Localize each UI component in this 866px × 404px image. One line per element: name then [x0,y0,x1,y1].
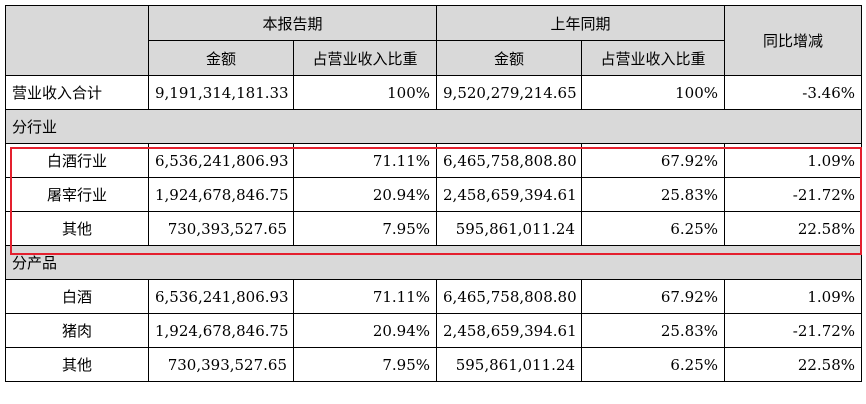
section-row-industry: 分行业 [4,109,863,144]
table-row: 其他 730,393,527.65 7.95% 595,861,011.24 6… [5,347,863,382]
header-corner-cell [5,5,149,76]
table-row: 白酒行业 6,536,241,806.93 71.11% 6,465,758,8… [5,143,863,178]
row-prior-share: 6.25% [581,211,726,246]
header-yoy-change: 同比增减 [724,5,863,76]
total-prior-share: 100% [581,75,726,110]
total-current-amount: 9,191,314,181.33 [148,75,294,110]
header-current-share: 占营业收入比重 [292,40,438,76]
row-prior-amount: 2,458,659,394.61 [436,313,583,348]
row-label: 白酒 [5,279,149,314]
row-label: 白酒行业 [5,143,149,178]
row-current-share: 20.94% [292,177,438,212]
row-current-amount: 1,924,678,846.75 [148,313,294,348]
row-current-share: 71.11% [292,143,438,178]
row-current-amount: 6,536,241,806.93 [148,143,294,178]
row-change: 1.09% [724,279,863,314]
row-current-share: 71.11% [292,279,438,314]
row-label: 猪肉 [5,313,149,348]
row-current-amount: 6,536,241,806.93 [148,279,294,314]
row-change: -21.72% [724,177,863,212]
row-change: 1.09% [724,143,863,178]
table-row: 白酒 6,536,241,806.93 71.11% 6,465,758,808… [5,279,863,314]
section-title-industry: 分行业 [4,109,863,144]
header-current-period: 本报告期 [147,5,438,41]
total-row: 营业收入合计 9,191,314,181.33 100% 9,520,279,2… [5,75,863,110]
header-prior-period: 上年同期 [436,5,726,41]
table-row: 其他 730,393,527.65 7.95% 595,861,011.24 6… [5,211,863,246]
total-change: -3.46% [724,75,863,110]
header-row-2: 金额 占营业收入比重 金额 占营业收入比重 [6,40,862,76]
table-row: 猪肉 1,924,678,846.75 20.94% 2,458,659,394… [5,313,863,348]
row-change: 22.58% [724,347,863,382]
row-prior-share: 67.92% [581,143,726,178]
row-label: 其他 [5,347,149,382]
row-change: -21.72% [724,313,863,348]
total-label: 营业收入合计 [5,75,149,110]
header-prior-amount: 金额 [436,40,583,76]
row-prior-amount: 6,465,758,808.80 [436,143,583,178]
row-label: 屠宰行业 [5,177,149,212]
table-row: 屠宰行业 1,924,678,846.75 20.94% 2,458,659,3… [5,177,863,212]
header-prior-share: 占营业收入比重 [581,40,726,76]
row-current-amount: 730,393,527.65 [148,211,294,246]
row-label: 其他 [5,211,149,246]
section-row-product: 分产品 [4,245,863,280]
row-prior-amount: 6,465,758,808.80 [436,279,583,314]
header-row-1: 本报告期 上年同期 同比增减 [5,5,863,76]
total-prior-amount: 9,520,279,214.65 [436,75,583,110]
total-current-share: 100% [292,75,438,110]
row-current-amount: 730,393,527.65 [148,347,294,382]
section-title-product: 分产品 [4,245,863,280]
row-current-amount: 1,924,678,846.75 [148,177,294,212]
row-prior-share: 6.25% [581,347,726,382]
row-change: 22.58% [724,211,863,246]
header-current-amount: 金额 [148,40,294,76]
row-prior-share: 25.83% [581,313,726,348]
row-prior-amount: 2,458,659,394.61 [436,177,583,212]
row-current-share: 20.94% [292,313,438,348]
row-current-share: 7.95% [292,211,438,246]
row-prior-amount: 595,861,011.24 [436,211,583,246]
row-prior-share: 25.83% [581,177,726,212]
revenue-composition-table: 本报告期 上年同期 同比增减 金额 占营业收入比重 金额 占营业收入比重 营业收… [4,5,863,382]
row-prior-share: 67.92% [581,279,726,314]
row-prior-amount: 595,861,011.24 [436,347,583,382]
row-current-share: 7.95% [292,347,438,382]
